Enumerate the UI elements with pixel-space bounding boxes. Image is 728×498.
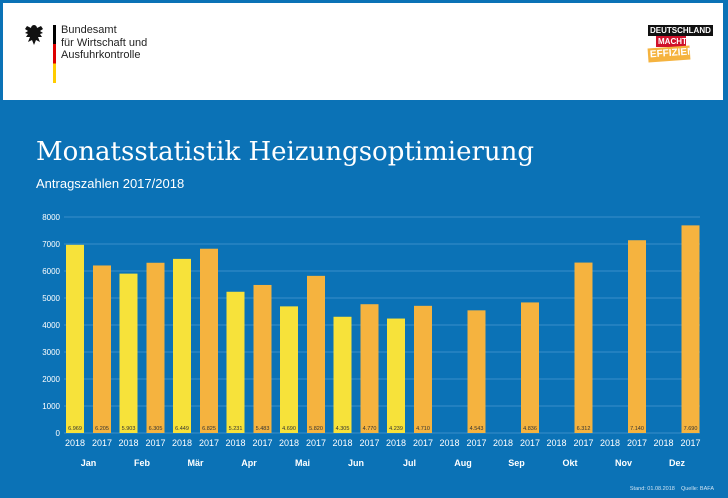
y-tick-label: 1000 (42, 402, 60, 411)
x-year-label: 2017 (466, 438, 486, 448)
x-year-label: 2017 (92, 438, 112, 448)
data-label: 4.770 (363, 426, 377, 432)
bar-2018-Jun (333, 316, 352, 433)
agency-line: für Wirtschaft und (61, 36, 148, 49)
data-label: 5.483 (256, 426, 270, 432)
y-tick-label: 5000 (42, 294, 60, 303)
bar-2017-Aug (467, 310, 486, 433)
x-year-label: 2018 (653, 438, 673, 448)
x-year-label: 2017 (199, 438, 219, 448)
bar-2017-Mai (307, 275, 325, 433)
x-month-label: Aug (454, 458, 472, 468)
chart-subtitle: Antragszahlen 2017/2018 (36, 176, 185, 191)
stand-date: Stand: 01.08.2018 (629, 486, 675, 492)
x-month-label: Jun (348, 458, 364, 468)
x-year-label: 2017 (573, 438, 593, 448)
data-label: 7.690 (684, 426, 698, 432)
bar-2018-Apr (226, 291, 245, 433)
data-label: 5.231 (229, 426, 243, 432)
bar-2018-Mai (280, 306, 298, 433)
x-month-label: Mär (187, 458, 204, 468)
x-year-label: 2018 (172, 438, 192, 448)
bar-2017-Nov (628, 240, 646, 433)
bar-2017-Dez (681, 225, 700, 433)
x-year-label: 2018 (65, 438, 85, 448)
x-month-label: Jan (81, 458, 97, 468)
data-label: 6.205 (95, 426, 109, 432)
x-year-label: 2018 (546, 438, 566, 448)
data-label: 5.820 (309, 426, 323, 432)
x-year-label: 2017 (252, 438, 272, 448)
x-month-label: Mai (295, 458, 310, 468)
data-label: 4.710 (416, 426, 430, 432)
bar-2017-Feb (146, 262, 165, 433)
bar-2018-Jan (66, 244, 84, 433)
chart-title: Monatsstatistik Heizungsoptimierung (36, 137, 535, 167)
x-month-label: Nov (615, 458, 632, 468)
agency-name: Bundesamt für Wirtschaft und Ausfuhrkont… (61, 24, 147, 62)
data-label: 4.836 (523, 426, 537, 432)
footer: Stand: 01.08.2018 Quelle: BAFA (630, 486, 714, 492)
x-year-label: 2018 (600, 438, 620, 448)
agency-line: Ausfuhrkontrolle (61, 49, 141, 61)
x-year-label: 2017 (627, 438, 647, 448)
x-month-label: Feb (134, 458, 151, 468)
x-year-label: 2017 (413, 438, 433, 448)
bar-2017-Okt (574, 262, 593, 433)
y-tick-label: 3000 (42, 348, 60, 357)
data-label: 4.305 (336, 426, 350, 432)
y-tick-label: 0 (56, 429, 61, 438)
y-tick-label: 8000 (42, 213, 60, 222)
header: Bundesamt für Wirtschaft und Ausfuhrkont… (3, 3, 723, 100)
bar-2017-Jan (93, 265, 111, 433)
x-year-label: 2018 (118, 438, 138, 448)
data-label: 5.903 (122, 426, 136, 432)
agency-line: Bundesamt (61, 24, 117, 36)
x-month-label: Dez (669, 458, 686, 468)
data-label: 6.825 (202, 426, 216, 432)
bar-2018-Jul (387, 318, 405, 433)
x-month-label: Jul (403, 458, 416, 468)
x-year-label: 2017 (359, 438, 379, 448)
logo-line: DEUTSCHLAND (648, 25, 713, 36)
x-year-label: 2017 (306, 438, 326, 448)
x-year-label: 2018 (225, 438, 245, 448)
bar-2017-Mär (200, 248, 218, 433)
y-tick-label: 7000 (42, 240, 60, 249)
campaign-logo: DEUTSCHLAND MACHT'S EFFIZIENT. (647, 25, 713, 63)
y-tick-label: 2000 (42, 375, 60, 384)
x-year-label: 2018 (493, 438, 513, 448)
data-label: 4.690 (282, 426, 296, 432)
data-label: 7.140 (630, 426, 644, 432)
x-year-label: 2017 (145, 438, 165, 448)
x-year-label: 2017 (680, 438, 700, 448)
federal-eagle-icon (25, 25, 43, 45)
x-year-label: 2018 (439, 438, 459, 448)
x-year-label: 2018 (386, 438, 406, 448)
source: Quelle: BAFA (680, 486, 714, 492)
bar-2018-Feb (119, 273, 138, 433)
data-label: 6.969 (68, 426, 82, 432)
x-month-label: Okt (562, 458, 577, 468)
y-tick-label: 4000 (42, 321, 60, 330)
bar-2017-Apr (253, 284, 272, 433)
x-year-label: 2018 (332, 438, 352, 448)
bar-2017-Sep (521, 302, 539, 433)
data-label: 6.312 (577, 426, 591, 432)
x-year-label: 2018 (279, 438, 299, 448)
x-month-label: Apr (241, 458, 257, 468)
bar-2018-Mär (173, 258, 191, 433)
logo-line: MACHT'S (656, 36, 695, 47)
data-label: 6.305 (149, 426, 163, 432)
data-label: 6.449 (175, 426, 189, 432)
x-month-label: Sep (508, 458, 525, 468)
data-label: 4.543 (470, 426, 484, 432)
y-tick-label: 6000 (42, 267, 60, 276)
flag-bar (53, 25, 56, 83)
x-year-label: 2017 (520, 438, 540, 448)
data-label: 4.239 (389, 426, 403, 432)
bar-2017-Jun (360, 304, 379, 433)
bar-2017-Jul (414, 305, 432, 433)
